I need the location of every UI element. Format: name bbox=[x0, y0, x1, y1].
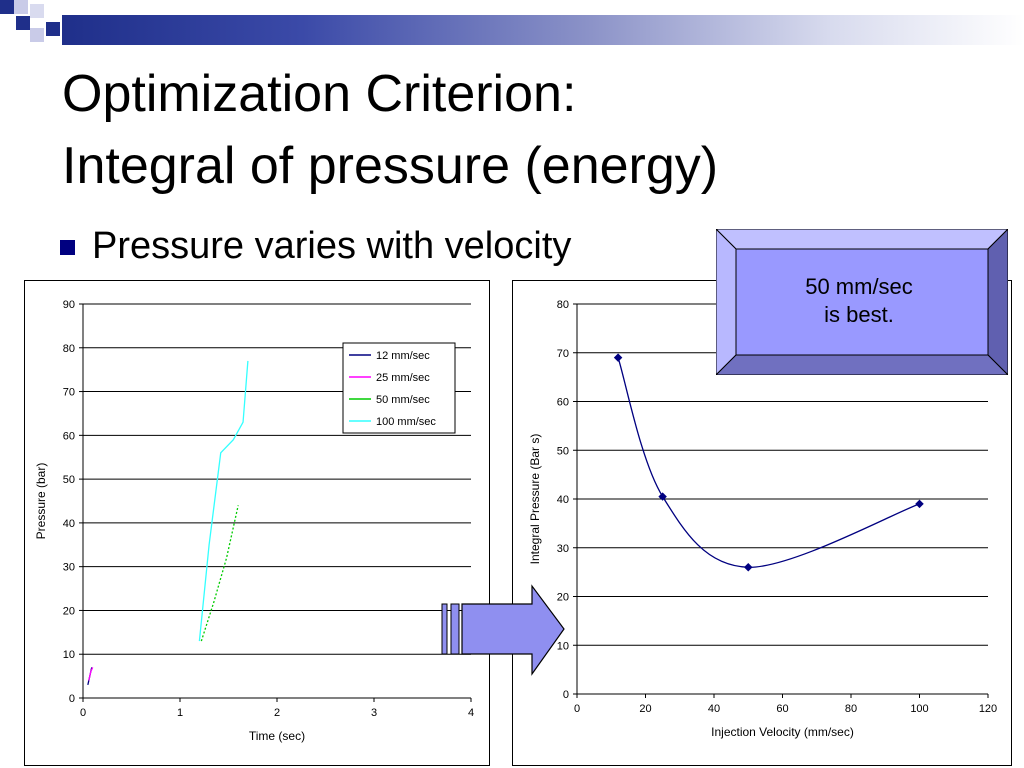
bullet-square-icon bbox=[60, 240, 75, 255]
series-line bbox=[198, 360, 249, 642]
data-point bbox=[744, 563, 753, 572]
y-tick-label: 80 bbox=[63, 343, 75, 355]
legend-box bbox=[342, 342, 456, 434]
series-line bbox=[617, 357, 920, 568]
x-axis-label: Time (sec) bbox=[249, 729, 305, 743]
x-tick-label: 1 bbox=[177, 707, 183, 719]
legend-label: 12 mm/sec bbox=[376, 350, 430, 362]
y-tick-label: 60 bbox=[63, 430, 75, 442]
data-point bbox=[915, 499, 924, 509]
y-tick-label: 50 bbox=[557, 445, 569, 457]
x-tick-label: 0 bbox=[574, 703, 580, 715]
x-tick-label: 100 bbox=[910, 703, 928, 715]
right-arrow-icon bbox=[440, 584, 570, 680]
y-tick-label: 20 bbox=[557, 592, 569, 604]
x-tick-label: 2 bbox=[274, 707, 280, 719]
x-tick-label: 0 bbox=[80, 707, 86, 719]
legend-label: 100 mm/sec bbox=[376, 416, 436, 428]
callout-line-2: is best. bbox=[824, 302, 894, 327]
y-tick-label: 30 bbox=[557, 543, 569, 555]
series-line bbox=[200, 505, 239, 642]
deco-square-navy-3 bbox=[46, 22, 60, 36]
deco-square-light-2 bbox=[30, 4, 44, 18]
legend-label: 50 mm/sec bbox=[376, 394, 430, 406]
y-tick-label: 10 bbox=[557, 640, 569, 652]
deco-square-light-1 bbox=[14, 0, 28, 14]
title-line-1: Optimization Criterion: bbox=[62, 65, 577, 123]
x-tick-label: 80 bbox=[845, 703, 857, 715]
y-axis-label: Pressure (bar) bbox=[34, 463, 48, 540]
integral-pressure-plot: 0 10 20 30 40 50 60 70 80 0 20 40 60 80 100 120 Injectio… bbox=[528, 299, 997, 739]
x-tick-label: 3 bbox=[371, 707, 377, 719]
y-tick-label: 20 bbox=[63, 605, 75, 617]
y-tick-label: 70 bbox=[557, 348, 569, 360]
y-tick-label: 0 bbox=[69, 693, 75, 705]
deco-square-navy-2 bbox=[16, 16, 30, 30]
bullet-text: Pressure varies with velocity bbox=[92, 225, 572, 267]
callout-text: 50 mm/sec is best. bbox=[752, 273, 966, 329]
y-tick-label: 60 bbox=[557, 397, 569, 409]
x-tick-label: 4 bbox=[468, 707, 474, 719]
y-tick-label: 30 bbox=[63, 562, 75, 574]
slide-title: Optimization Criterion: Integral of pres… bbox=[62, 58, 962, 202]
best-velocity-callout: 50 mm/sec is best. bbox=[716, 229, 1008, 375]
title-line-2: Integral of pressure (energy) bbox=[62, 137, 719, 195]
y-axis-label: Integral Pressure (Bar s) bbox=[528, 434, 542, 565]
y-tick-label: 40 bbox=[63, 518, 75, 530]
deco-square-navy-1 bbox=[0, 0, 14, 14]
data-point bbox=[658, 492, 667, 501]
y-tick-label: 80 bbox=[557, 299, 569, 311]
header-gradient-bar bbox=[62, 15, 1024, 45]
x-tick-label: 120 bbox=[979, 703, 997, 715]
x-tick-label: 40 bbox=[708, 703, 720, 715]
x-axis-label: Injection Velocity (mm/sec) bbox=[711, 725, 854, 739]
callout-line-1: 50 mm/sec bbox=[805, 274, 913, 299]
y-tick-label: 40 bbox=[557, 494, 569, 506]
x-tick-label: 60 bbox=[776, 703, 788, 715]
pressure-vs-time-chart: 0 10 20 30 40 50 60 70 80 90 0 1 2 3 4 Time (sec) Pressu… bbox=[24, 280, 490, 766]
y-tick-label: 0 bbox=[563, 689, 569, 701]
deco-square-light-3 bbox=[30, 28, 44, 42]
data-point bbox=[613, 353, 623, 362]
x-tick-label: 20 bbox=[639, 703, 651, 715]
y-tick-label: 50 bbox=[63, 474, 75, 486]
y-tick-label: 90 bbox=[63, 299, 75, 311]
y-tick-label: 10 bbox=[63, 649, 75, 661]
legend-label: 25 mm/sec bbox=[376, 372, 430, 384]
y-tick-label: 70 bbox=[63, 387, 75, 399]
pressure-vs-time-plot: 0 10 20 30 40 50 60 70 80 90 0 1 2 3 4 Time (sec) Pressu… bbox=[34, 299, 474, 743]
series-line bbox=[88, 667, 94, 681]
